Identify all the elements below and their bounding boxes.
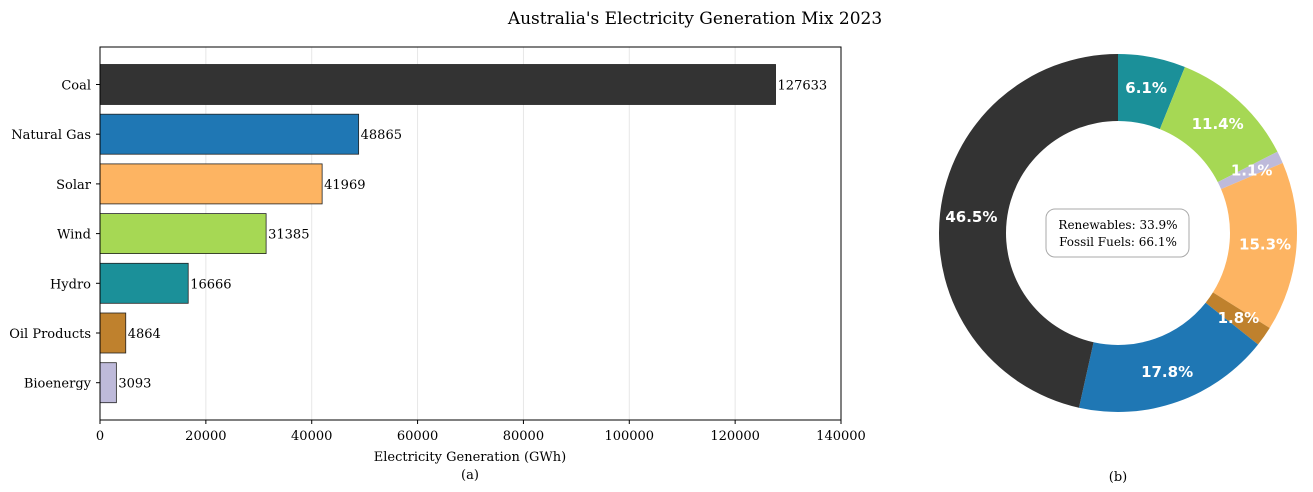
donut-percent-label: 6.1% [1125,79,1167,97]
donut-slice [1078,302,1259,412]
y-tick-label: Oil Products [9,327,91,342]
bar [99,312,127,354]
bar [99,64,776,105]
donut-slice [1118,54,1185,130]
y-tick-label: Solar [56,178,92,193]
bar-value-labels: 127633 48865 41969 31385 16666 4864 3093 [118,79,827,392]
donut-slices [939,54,1297,412]
x-tick-label: 40000 [291,429,332,444]
chart-title: Australia's Electricity Generation Mix 2… [507,9,882,29]
bar-value-label: 31385 [268,228,309,243]
bar [99,262,189,304]
bar-series [99,64,776,404]
panel-label-a: (a) [461,468,479,483]
donut-slice [1159,66,1278,183]
bar-value-label: 16666 [190,277,231,292]
donut-percent-label: 1.8% [1218,309,1260,327]
donut-percent-label: 1.1% [1231,162,1273,180]
y-axis-ticks: Coal Natural Gas Solar Wind Hydro Oil Product… [9,79,100,392]
summary-renewables: Renewables: 33.9% [1058,218,1177,232]
bar [99,362,117,404]
x-tick-label: 60000 [397,429,438,444]
summary-box [1045,208,1190,258]
y-tick-label: Bioenergy [24,377,92,392]
x-tick-label: 120000 [710,429,760,444]
bar-value-label: 48865 [361,128,402,143]
donut-slice [1212,162,1297,328]
y-tick-label: Wind [57,228,91,243]
bar [99,163,323,205]
y-tick-label: Coal [61,79,91,94]
x-axis-ticks: 0 20000 40000 60000 80000 100000 120000 140000 [96,420,866,444]
bar [99,113,360,155]
donut-percent-label: 15.3% [1239,236,1291,254]
donut-percent-label: 11.4% [1192,115,1244,133]
donut-slice [1217,151,1283,190]
bar-value-label: 127633 [778,79,828,94]
x-axis-label: Electricity Generation (GWh) [374,450,566,465]
x-tick-label: 100000 [604,429,654,444]
x-tick-label: 140000 [816,429,866,444]
bar-value-label: 4864 [128,327,161,342]
bar-value-label: 3093 [118,377,151,392]
bar-value-label: 41969 [324,178,365,193]
bar-chart-panel: 127633 48865 41969 31385 16666 4864 3093 0 2000… [9,46,866,483]
bar [99,213,267,255]
donut-slice [939,54,1118,408]
y-tick-label: Hydro [50,277,91,292]
x-tick-label: 20000 [185,429,226,444]
bar-grid [99,47,842,420]
donut-percent-label: 17.8% [1141,363,1193,381]
panel-label-b: (b) [1109,470,1127,485]
donut-percent-label: 46.5% [945,208,997,226]
x-tick-label: 0 [96,429,104,444]
donut-slice [1205,292,1270,345]
summary-fossil: Fossil Fuels: 66.1% [1059,235,1177,249]
donut-chart-panel: 6.1% 11.4% 1.1% 15.3% 1.8% 17.8% 46.5% Renewab… [939,54,1297,485]
donut-percent-labels: 6.1% 11.4% 1.1% 15.3% 1.8% 17.8% 46.5% [945,79,1291,381]
x-tick-label: 80000 [503,429,544,444]
y-tick-label: Natural Gas [11,128,91,143]
